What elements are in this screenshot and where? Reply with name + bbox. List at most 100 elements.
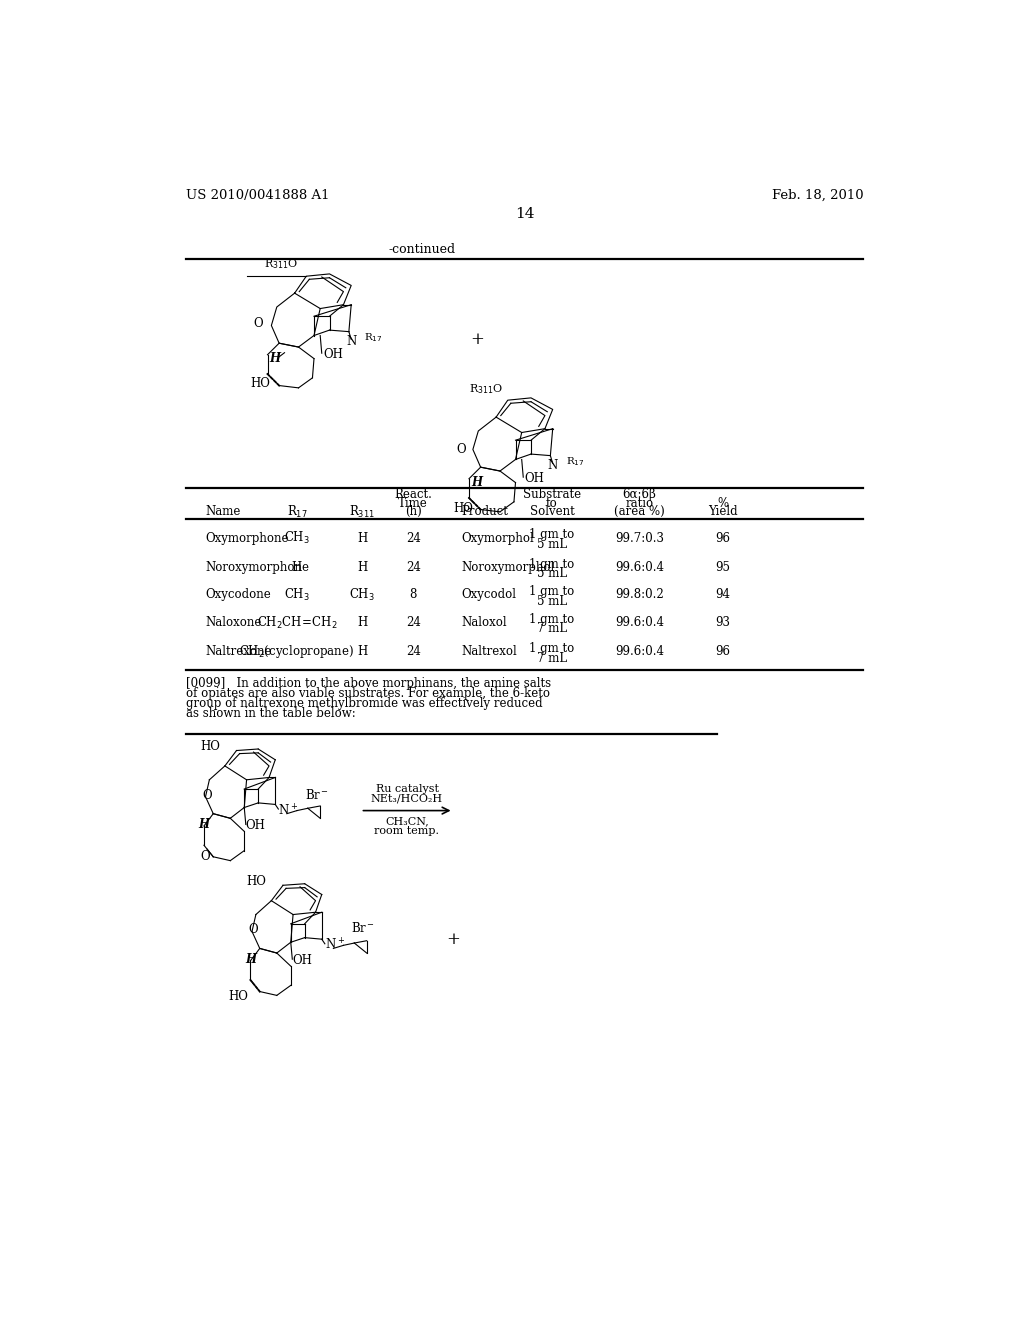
Text: Oxymorphone: Oxymorphone	[206, 532, 289, 545]
Text: N: N	[346, 335, 356, 348]
Text: OH: OH	[292, 954, 312, 968]
Text: to: to	[546, 496, 558, 510]
Text: Noroxymorphone: Noroxymorphone	[206, 561, 309, 574]
Text: 24: 24	[406, 532, 421, 545]
Text: CH$_2$(cyclopropane): CH$_2$(cyclopropane)	[240, 643, 354, 660]
Text: CH₃CN,: CH₃CN,	[385, 816, 429, 826]
Text: 1 gm to: 1 gm to	[529, 557, 574, 570]
Text: group of naltrexone methylbromide was effectively reduced: group of naltrexone methylbromide was ef…	[186, 697, 543, 710]
Text: 5 mL: 5 mL	[537, 566, 567, 579]
Text: Feb. 18, 2010: Feb. 18, 2010	[772, 189, 863, 202]
Text: Product: Product	[461, 506, 508, 519]
Text: (area %): (area %)	[614, 506, 665, 519]
Text: HO: HO	[247, 875, 266, 888]
Text: N$^+$: N$^+$	[325, 937, 345, 953]
Text: Name: Name	[206, 506, 241, 519]
Text: room temp.: room temp.	[375, 825, 439, 836]
Text: Solvent: Solvent	[529, 506, 574, 519]
Text: Naloxol: Naloxol	[461, 616, 507, 630]
Text: H: H	[245, 953, 256, 966]
Text: (h): (h)	[404, 506, 422, 519]
Text: H: H	[357, 645, 368, 659]
Text: Oxycodol: Oxycodol	[461, 589, 516, 602]
Text: US 2010/0041888 A1: US 2010/0041888 A1	[186, 189, 330, 202]
Text: Oxycodone: Oxycodone	[206, 589, 271, 602]
Text: H: H	[471, 477, 482, 490]
Text: N: N	[548, 459, 558, 473]
Text: 14: 14	[515, 207, 535, 220]
Text: R$_{311}$O: R$_{311}$O	[469, 383, 503, 396]
Text: HO: HO	[251, 376, 270, 389]
Text: as shown in the table below:: as shown in the table below:	[186, 708, 356, 721]
Text: H: H	[199, 818, 210, 832]
Text: [0099]   In addition to the above morphinans, the amine salts: [0099] In addition to the above morphina…	[186, 677, 551, 690]
Text: H: H	[269, 352, 281, 366]
Text: OH: OH	[324, 348, 343, 362]
Text: H: H	[357, 616, 368, 630]
Text: NEt₃/HCO₂H: NEt₃/HCO₂H	[371, 793, 443, 804]
Text: 99.6:0.4: 99.6:0.4	[615, 616, 664, 630]
Text: Naltrexone: Naltrexone	[206, 645, 272, 659]
Text: 99.6:0.4: 99.6:0.4	[615, 561, 664, 574]
Text: 1 gm to: 1 gm to	[529, 643, 574, 656]
Text: 93: 93	[716, 616, 731, 630]
Text: 8: 8	[410, 589, 417, 602]
Text: 6α:6β: 6α:6β	[623, 488, 656, 502]
Text: O: O	[202, 788, 212, 801]
Text: 24: 24	[406, 645, 421, 659]
Text: 7 mL: 7 mL	[537, 652, 567, 665]
Text: 99.7:0.3: 99.7:0.3	[615, 532, 664, 545]
Text: R$_{17}$: R$_{17}$	[287, 504, 307, 520]
Text: 95: 95	[716, 561, 731, 574]
Text: -continued: -continued	[389, 243, 456, 256]
Text: R$_{17}$: R$_{17}$	[566, 455, 585, 469]
Text: R$_{311}$: R$_{311}$	[349, 504, 375, 520]
Text: N$^+$: N$^+$	[279, 803, 298, 818]
Text: Time: Time	[398, 496, 428, 510]
Text: 5 mL: 5 mL	[537, 537, 567, 550]
Text: HO: HO	[200, 741, 220, 754]
Text: R$_{17}$: R$_{17}$	[365, 331, 383, 345]
Text: R$_{311}$O: R$_{311}$O	[263, 257, 298, 271]
Text: O: O	[200, 850, 210, 863]
Text: Noroxymorphol: Noroxymorphol	[461, 561, 555, 574]
Text: Oxymorphol: Oxymorphol	[461, 532, 534, 545]
Text: 99.8:0.2: 99.8:0.2	[615, 589, 664, 602]
Text: +: +	[446, 931, 461, 948]
Text: Naloxone: Naloxone	[206, 616, 262, 630]
Text: Br$^-$: Br$^-$	[305, 788, 329, 803]
Text: 99.6:0.4: 99.6:0.4	[615, 645, 664, 659]
Text: CH$_3$: CH$_3$	[349, 587, 375, 603]
Text: of opiates are also viable substrates. For example, the 6-keto: of opiates are also viable substrates. F…	[186, 686, 550, 700]
Text: 24: 24	[406, 616, 421, 630]
Text: 24: 24	[406, 561, 421, 574]
Text: 1 gm to: 1 gm to	[529, 528, 574, 541]
Text: CH$_2$CH$\!=\!$CH$_2$: CH$_2$CH$\!=\!$CH$_2$	[257, 615, 337, 631]
Text: Naltrexol: Naltrexol	[461, 645, 517, 659]
Text: Substrate: Substrate	[523, 488, 581, 502]
Text: ratio: ratio	[626, 496, 653, 510]
Text: 96: 96	[716, 645, 731, 659]
Text: %: %	[718, 496, 729, 510]
Text: O: O	[457, 444, 466, 455]
Text: 5 mL: 5 mL	[537, 594, 567, 607]
Text: 7 mL: 7 mL	[537, 622, 567, 635]
Text: 96: 96	[716, 532, 731, 545]
Text: OH: OH	[246, 820, 265, 833]
Text: CH$_3$: CH$_3$	[284, 587, 310, 603]
Text: 1 gm to: 1 gm to	[529, 585, 574, 598]
Text: Ru catalyst: Ru catalyst	[376, 784, 438, 795]
Text: 94: 94	[716, 589, 731, 602]
Text: React.: React.	[394, 488, 432, 502]
Text: Br$^-$: Br$^-$	[351, 920, 375, 935]
Text: O: O	[249, 924, 258, 936]
Text: H: H	[357, 532, 368, 545]
Text: HO: HO	[228, 990, 249, 1003]
Text: H: H	[292, 561, 302, 574]
Text: CH$_3$: CH$_3$	[284, 529, 310, 546]
Text: Yield: Yield	[709, 506, 738, 519]
Text: O: O	[253, 317, 263, 330]
Text: 1 gm to: 1 gm to	[529, 612, 574, 626]
Text: OH: OH	[524, 473, 545, 486]
Text: +: +	[470, 331, 483, 348]
